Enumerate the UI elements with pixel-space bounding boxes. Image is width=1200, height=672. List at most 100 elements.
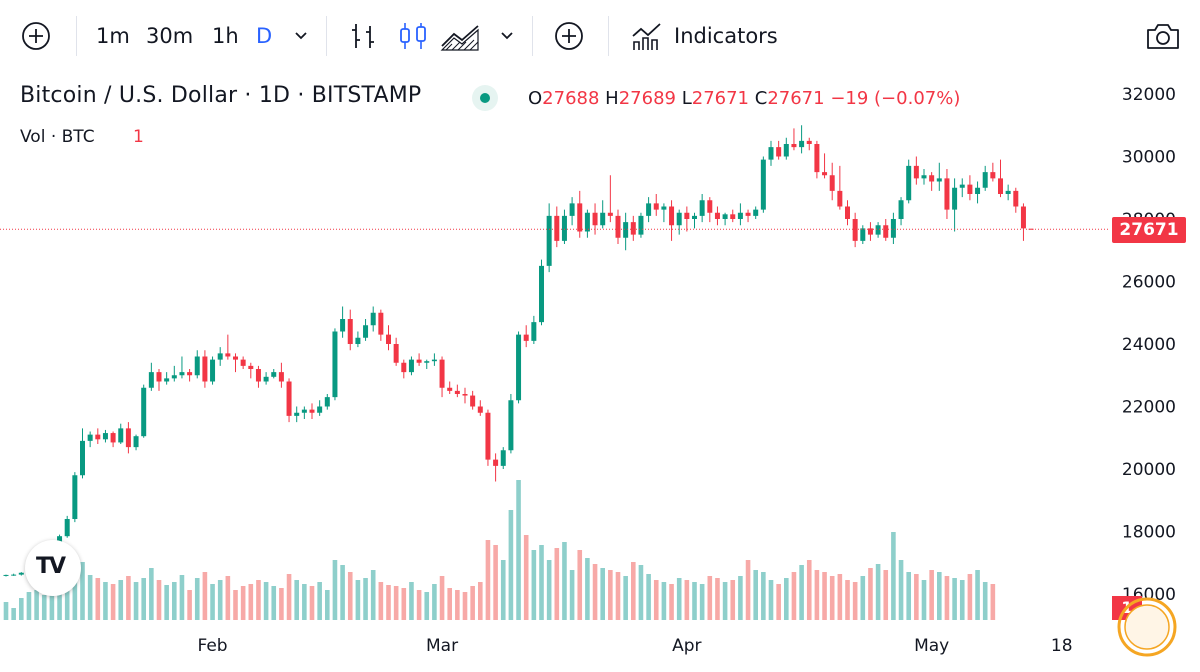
candle-body [890, 219, 896, 238]
candle-body [730, 214, 736, 219]
chevron-down-icon[interactable] [292, 26, 310, 48]
volume-bar [692, 582, 697, 620]
candle-body [944, 178, 950, 210]
candle-body [867, 228, 873, 235]
candle-body [141, 387, 147, 437]
compare-add-icon[interactable] [553, 20, 585, 56]
volume-bar [990, 584, 996, 620]
ohlc-values: O27688 H27689 L27671 C27671 −19 (−0.07%) [528, 88, 960, 109]
candle-body [898, 200, 904, 219]
volume-bar [554, 548, 560, 620]
candle-body [263, 376, 269, 382]
volume-bar [439, 576, 445, 620]
interval-1m-button[interactable]: 1m [96, 24, 130, 48]
volume-label[interactable]: Vol · BTC [20, 127, 95, 147]
volume-bar [852, 582, 858, 620]
volume-bar [516, 480, 521, 620]
candle-body [424, 361, 430, 363]
volume-bar [233, 590, 238, 620]
candle-body [714, 212, 720, 219]
candle-body [340, 319, 346, 332]
volume-bar [608, 570, 613, 620]
interval-d-button[interactable]: D [256, 24, 273, 48]
volume-bar [462, 592, 468, 620]
candle-body [102, 433, 108, 440]
toolbar-separator [532, 16, 533, 56]
volume-bar [959, 580, 965, 620]
candle-body [11, 574, 17, 576]
candle-body [653, 203, 659, 210]
interval-30m-button[interactable]: 30m [146, 24, 194, 48]
volume-bar [478, 582, 483, 620]
candle-body [171, 375, 177, 379]
candle-body [791, 144, 797, 148]
x-tick-label: Mar [426, 636, 458, 656]
volume-bar [921, 580, 927, 620]
candle-body [975, 187, 981, 194]
candle-body [561, 215, 567, 241]
volume-bar [493, 545, 498, 620]
market-status-icon[interactable] [472, 85, 498, 111]
candle-body [278, 372, 284, 382]
candle-body [753, 209, 759, 216]
volume-bar [753, 570, 758, 620]
volume-bar [332, 560, 338, 620]
volume-bar [500, 560, 506, 620]
volume-bar [432, 584, 437, 620]
candle-body [623, 222, 629, 238]
volume-bar [937, 572, 942, 620]
candle-body [959, 184, 965, 188]
candle-body [829, 175, 835, 191]
interval-1h-button[interactable]: 1h [212, 24, 239, 48]
candle-body [646, 203, 652, 216]
candle-body [837, 190, 843, 207]
candle-body [516, 334, 522, 401]
volume-bar [95, 578, 101, 620]
volume-bar [676, 578, 682, 620]
candle-body [814, 144, 820, 173]
volume-bar [944, 576, 950, 620]
candle-body [485, 412, 491, 460]
volume-bar [156, 580, 162, 620]
area-chart-type-icon[interactable] [440, 20, 484, 56]
candle-body [860, 228, 866, 241]
candle-body [286, 381, 292, 416]
camera-icon[interactable] [1144, 20, 1182, 56]
volume-bar [669, 584, 674, 620]
symbol-title[interactable]: Bitcoin / U.S. Dollar · 1D · BITSTAMP [20, 83, 422, 108]
volume-bar [975, 570, 980, 620]
volume-bar [822, 572, 827, 620]
candle-body [539, 265, 544, 323]
candle-body [921, 175, 927, 179]
volume-bar [539, 545, 544, 620]
candle-body [776, 147, 782, 157]
candle-body [875, 225, 881, 235]
volume-bar [347, 572, 353, 620]
candle-body [546, 215, 552, 266]
candle-body [240, 359, 246, 366]
tradingview-logo-icon[interactable]: TV [25, 540, 81, 596]
volume-bar [898, 560, 904, 620]
candle-body [554, 215, 560, 241]
volume-bar [699, 584, 705, 620]
candle-body [301, 409, 307, 413]
volume-bar [447, 588, 452, 620]
volume-bar [172, 582, 177, 620]
volume-bar [133, 582, 139, 620]
volume-bar [600, 568, 605, 620]
indicators-button[interactable]: Indicators [674, 24, 778, 48]
volume-bar [776, 584, 781, 620]
volume-bar [340, 565, 345, 620]
volume-bar [906, 572, 911, 620]
indicators-icon[interactable] [630, 20, 664, 56]
candle-body [936, 178, 942, 182]
candle-body [64, 519, 70, 537]
volume-bar [49, 585, 55, 620]
chevron-down-icon[interactable] [498, 26, 516, 48]
bar-chart-type-icon[interactable] [346, 20, 380, 56]
candle-body [125, 428, 131, 448]
candle-chart-type-icon[interactable] [396, 20, 430, 56]
candle-body [669, 206, 675, 226]
add-symbol-icon[interactable] [20, 20, 52, 56]
